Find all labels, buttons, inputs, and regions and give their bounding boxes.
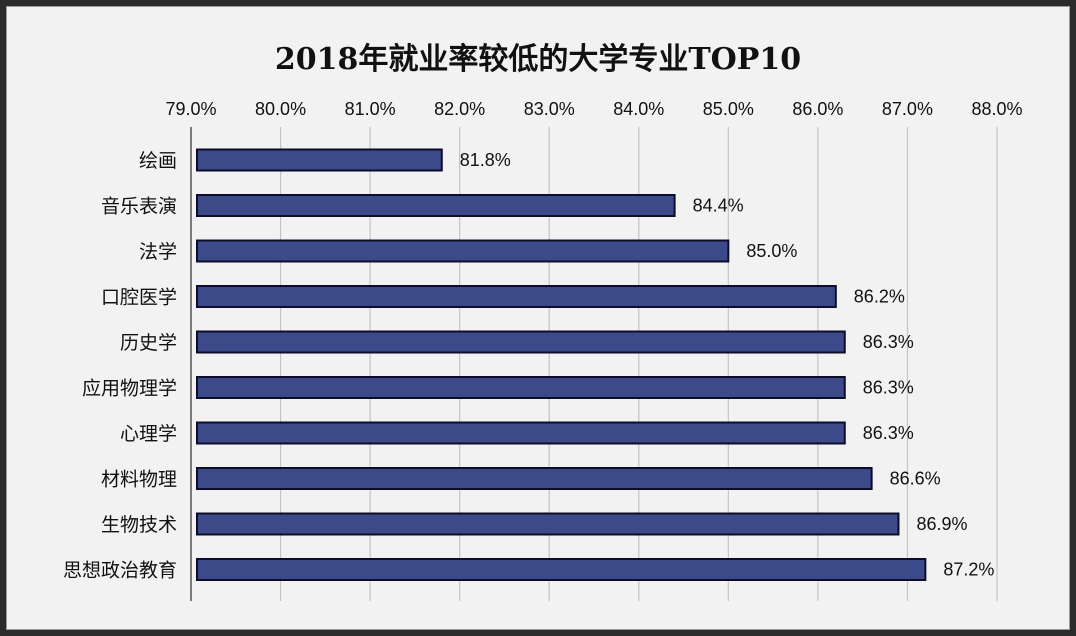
category-label: 绘画: [139, 150, 177, 172]
category-label: 音乐表演: [101, 196, 177, 218]
bar: [196, 421, 846, 445]
x-tick-label: 85.0%: [703, 99, 754, 119]
bar: [196, 376, 846, 399]
data-label: 87.2%: [943, 560, 994, 580]
category-label: 材料物理: [101, 469, 177, 491]
category-label: 生物技术: [101, 514, 177, 536]
x-tick-label: 87.0%: [882, 99, 933, 119]
chart-frame: 2018年就业率较低的大学专业TOP10 79.0% 80.0% 81.0% 82.0…: [6, 6, 1070, 630]
data-label: 84.4%: [693, 196, 744, 216]
data-label: 85.0%: [746, 241, 797, 261]
data-label: 86.3%: [863, 378, 914, 398]
bar: [196, 148, 443, 172]
category-label: 历史学: [120, 332, 177, 354]
x-tick-label: 82.0%: [434, 99, 485, 119]
x-tick-label: 79.0%: [165, 99, 216, 119]
bar: [196, 194, 676, 217]
category-label: 口腔医学: [101, 287, 177, 309]
data-label: 86.6%: [890, 469, 941, 489]
x-tick-label: 84.0%: [613, 99, 664, 119]
category-label: 应用物理学: [82, 378, 177, 400]
data-label: 86.3%: [863, 332, 914, 352]
bar: [196, 285, 837, 308]
x-tick-label: 88.0%: [971, 99, 1022, 119]
bar: [196, 239, 730, 263]
data-label: 86.2%: [854, 287, 905, 307]
x-tick-label: 80.0%: [255, 99, 306, 119]
data-labels: 81.8% 84.4% 85.0% 86.2% 86.3% 86.3% 86.3% 86.6%…: [460, 150, 995, 580]
data-label: 86.3%: [863, 423, 914, 443]
bar: [196, 467, 873, 490]
x-tick-label: 83.0%: [524, 99, 575, 119]
category-label: 心理学: [120, 423, 177, 445]
data-label: 81.8%: [460, 150, 511, 170]
bar: [196, 512, 900, 536]
bar-chart: 2018年就业率较低的大学专业TOP10 79.0% 80.0% 81.0% 82.0…: [63, 42, 1023, 601]
x-axis-tick-labels: 79.0% 80.0% 81.0% 82.0% 83.0% 84.0% 85.0% 86.0%…: [165, 99, 1022, 119]
x-tick-label: 81.0%: [345, 99, 396, 119]
category-label: 思想政治教育: [63, 560, 177, 582]
data-label: 86.9%: [916, 514, 967, 534]
x-tick-label: 86.0%: [792, 99, 843, 119]
chart-title: 2018年就业率较低的大学专业TOP10: [275, 42, 801, 77]
bar: [196, 558, 927, 581]
category-label: 法学: [139, 241, 177, 263]
bar: [196, 330, 846, 354]
bars: [196, 148, 927, 581]
